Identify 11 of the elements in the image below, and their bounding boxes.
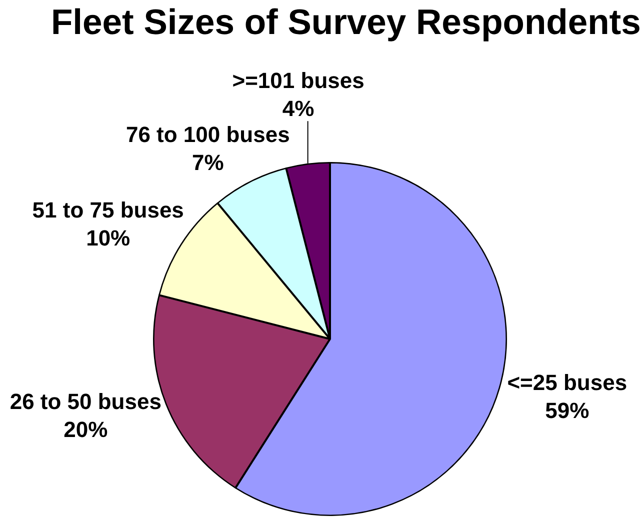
chart-title: Fleet Sizes of Survey Respondents [51, 2, 641, 42]
slice-label: >=101 buses [232, 68, 364, 94]
slice-label: 76 to 100 buses [126, 122, 290, 148]
data-label: 10% [86, 225, 130, 250]
data-label: 7% [192, 150, 224, 176]
slice-label: 26 to 50 buses [10, 389, 162, 414]
data-label: 4% [282, 96, 314, 122]
data-label: 59% [545, 398, 590, 424]
slice-label: 51 to 75 buses [32, 197, 184, 222]
slice-label: <=25 buses [507, 370, 628, 396]
data-label: 20% [64, 417, 108, 442]
